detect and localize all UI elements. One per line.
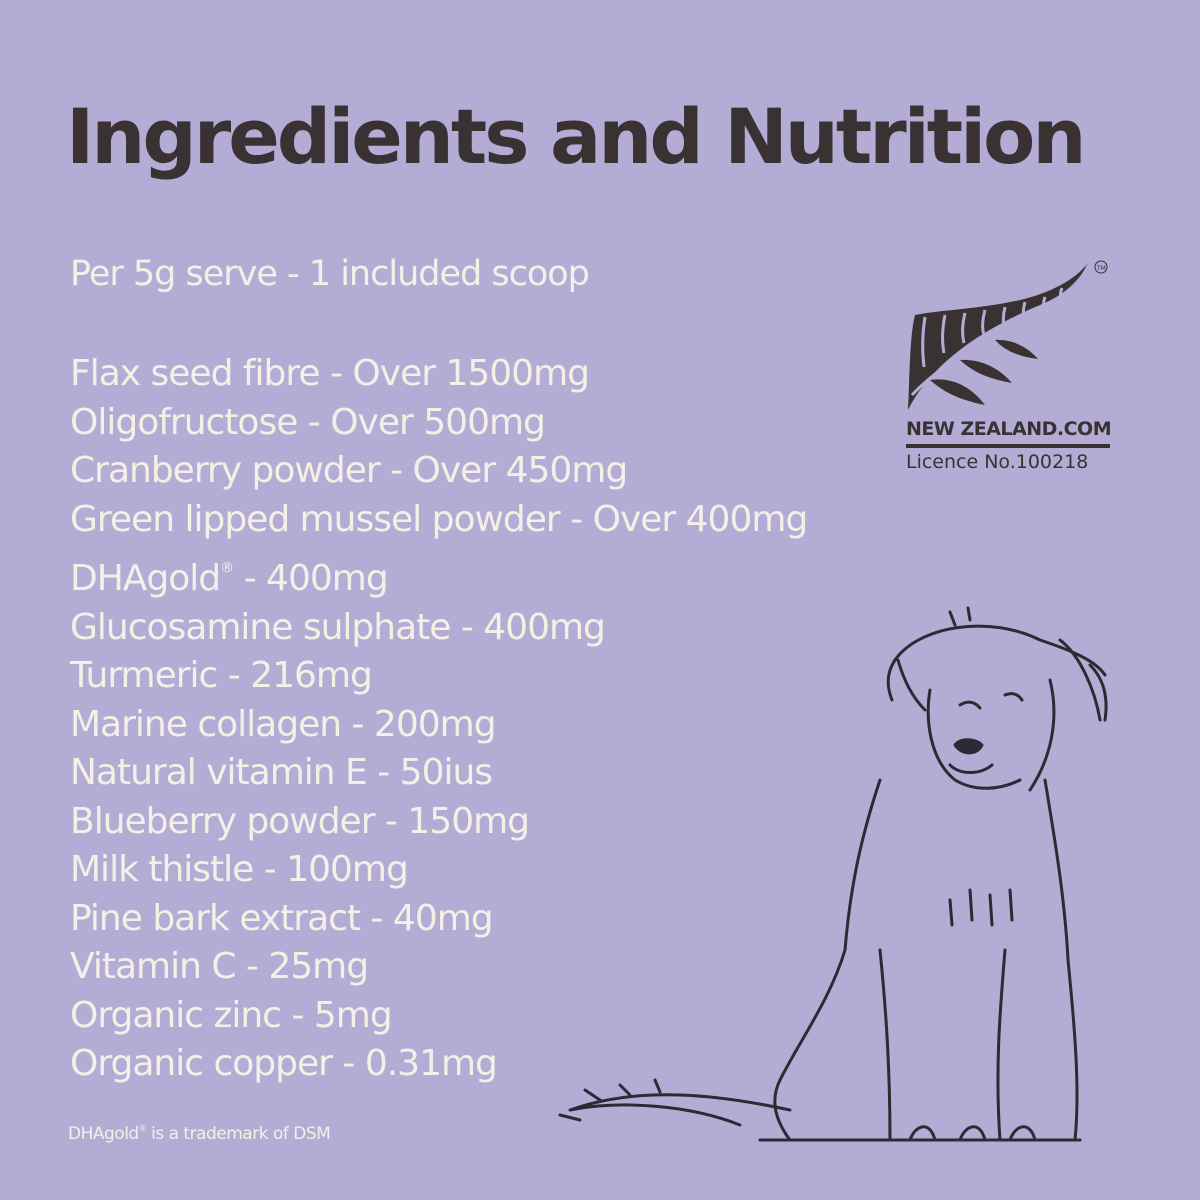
- ingredient-list: Flax seed fibre - Over 1500mg Oligofruct…: [70, 350, 808, 1089]
- ingredient-item: Marine collagen - 200mg: [70, 703, 497, 745]
- ingredient-item: DHAgold® - 400mg: [70, 544, 807, 604]
- ingredient-item: Turmeric - 216mg: [70, 655, 373, 696]
- dog-illustration: [558, 606, 1108, 1142]
- nz-badge-divider: [906, 444, 1110, 448]
- ingredient-item: Natural vitamin E - 50ius: [70, 752, 493, 793]
- ingredient-item: Pine bark extract - 40mg: [70, 897, 494, 939]
- nz-badge-name: NEW ZEALAND.COM: [906, 418, 1112, 440]
- ingredient-item: Cranberry powder - Over 450mg: [70, 450, 628, 491]
- ingredient-item: Blueberry powder - 150mg: [70, 800, 530, 842]
- silver-fern-icon: TM: [908, 260, 1108, 410]
- ingredient-item: Oligofructose - Over 500mg: [70, 401, 546, 443]
- serving-size: Per 5g serve - 1 included scoop: [70, 254, 590, 294]
- ingredient-item: Green lipped mussel powder - Over 400mg: [70, 498, 808, 540]
- registered-mark: ®: [138, 1124, 147, 1133]
- ingredient-amount: - 400mg: [233, 558, 389, 599]
- ingredient-item: Organic copper - 0.31mg: [70, 1043, 498, 1084]
- footnote-text: is a trademark of DSM: [146, 1124, 331, 1144]
- trademark-footnote: DHAgold® is a trademark of DSM: [68, 1124, 331, 1144]
- ingredient-item: Flax seed fibre - Over 1500mg: [70, 353, 590, 394]
- ingredient-item: Vitamin C - 25mg: [70, 946, 369, 987]
- registered-mark: ®: [220, 560, 234, 576]
- ingredient-item: Organic zinc - 5mg: [70, 994, 393, 1036]
- ingredient-item: Milk thistle - 100mg: [70, 849, 409, 890]
- ingredient-item: Glucosamine sulphate - 400mg: [70, 606, 606, 648]
- ingredient-name: DHAgold: [70, 558, 221, 599]
- footnote-brand: DHAgold: [68, 1124, 139, 1144]
- page-title: Ingredients and Nutrition: [66, 92, 1086, 181]
- nz-badge-licence: Licence No.100218: [906, 451, 1089, 473]
- trademark-symbol: TM: [1096, 265, 1106, 272]
